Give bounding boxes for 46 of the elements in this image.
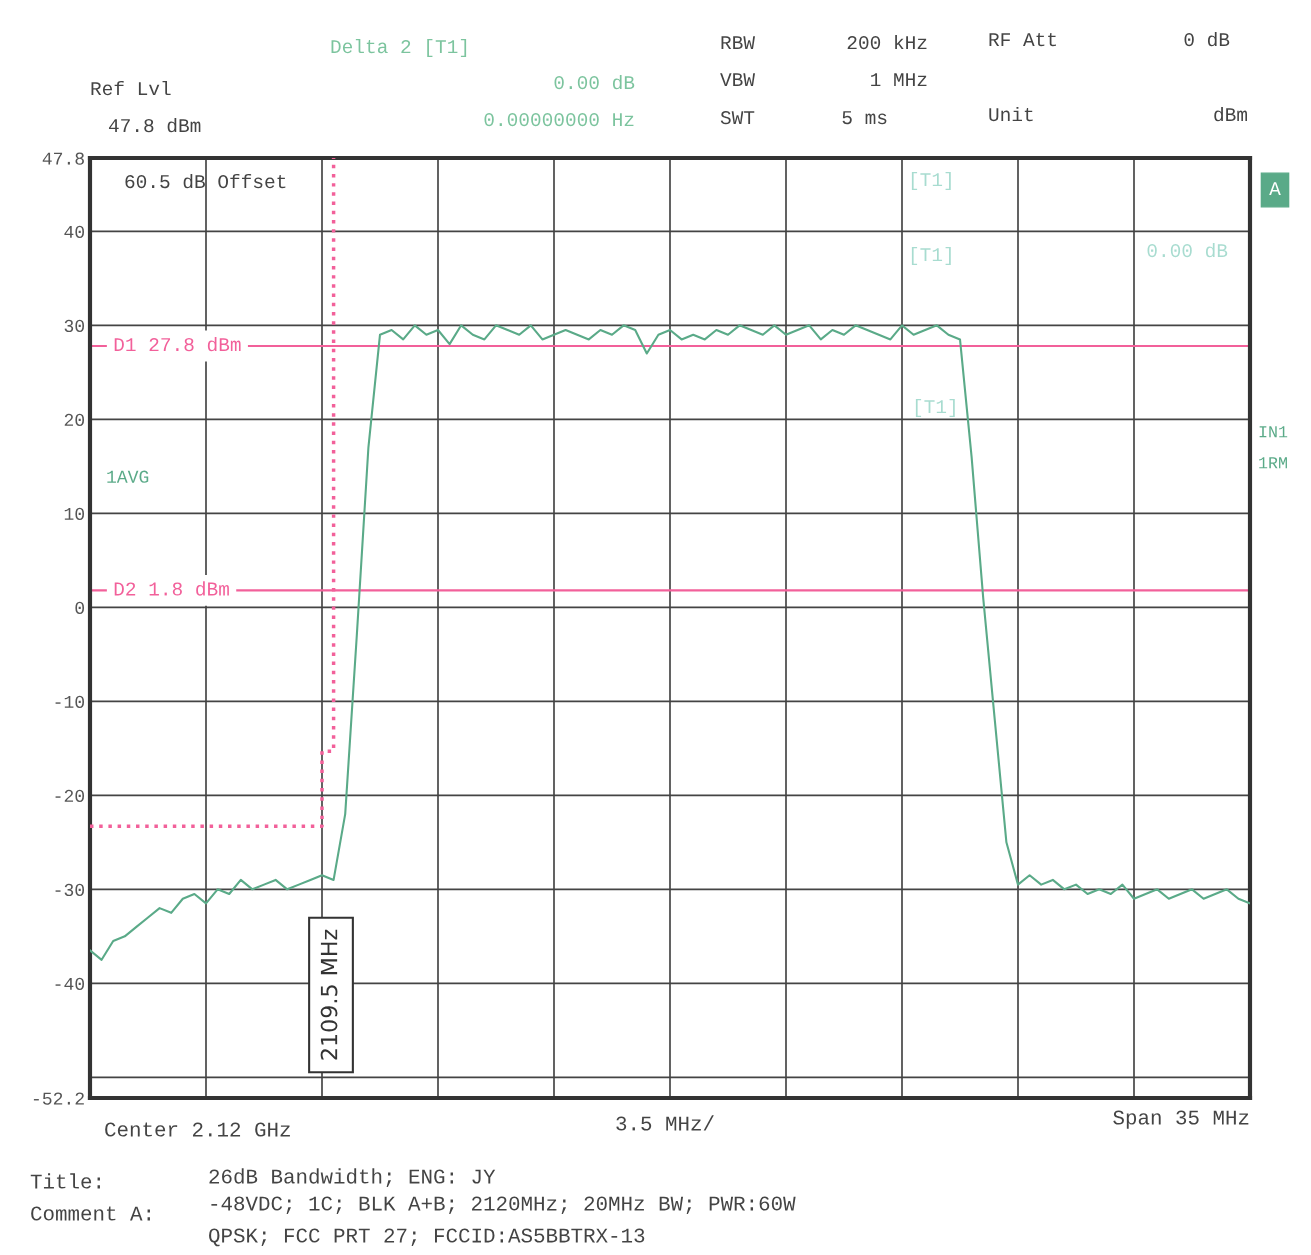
text: Span 35 MHz [1113, 1110, 1249, 1129]
text: 1 MHz [871, 73, 927, 87]
text: VBW [720, 73, 755, 87]
annotation: 0.00 dB [1147, 242, 1228, 258]
text: -48VDC; 1C; BLK A+B; 2120MHz; 20MHz BW; PWR:60W [211, 1196, 796, 1215]
text: Ref Lvl [91, 80, 171, 96]
annotation: 60.5 dB Offset [125, 173, 286, 189]
text: IN1 [1259, 426, 1288, 438]
ref-line-label: D2 1.8 dBm [114, 581, 229, 596]
y-tick-label: 47.8 [42, 152, 84, 165]
text: RF Att [989, 33, 1056, 47]
y-tick-label: 0 [75, 601, 85, 615]
text: Comment A: [31, 1206, 150, 1221]
text: 200 kHz [847, 34, 927, 50]
y-tick-label: 20 [64, 413, 85, 427]
text: Center 2.12 GHz [105, 1122, 290, 1137]
text: dBm [1214, 106, 1247, 122]
text: 3.5 MHz/ [616, 1115, 714, 1131]
text: 0 dB [1184, 31, 1230, 47]
text: Delta 2 [T1] [331, 38, 467, 58]
text: SWT [720, 111, 755, 125]
annotation: [T1] [915, 398, 955, 418]
annotation: 1AVG [107, 470, 149, 483]
text: 1RM [1259, 457, 1287, 469]
annotation: 2109.5 MHz [320, 929, 338, 1060]
y-tick-label: -20 [55, 789, 85, 803]
annotation: [T1] [911, 246, 951, 266]
ref-line-label: D1 27.8 dBm [114, 336, 241, 352]
text: 26dB Bandwidth; ENG: JY [209, 1168, 496, 1188]
y-tick-label: 10 [64, 507, 85, 521]
text: 0.00000000 Hz [484, 113, 634, 127]
y-tick-label: -52.2 [33, 1092, 84, 1105]
y-tick-label: -40 [55, 977, 85, 991]
text: 47.8 dBm [108, 117, 201, 133]
y-tick-label: -10 [55, 695, 85, 709]
annotation: [T1] [911, 171, 951, 191]
y-tick-label: 30 [64, 319, 85, 333]
text: QPSK; FCC PRT 27; FCCID:AS5BBTRX-13 [209, 1228, 645, 1247]
text: 0.00 dB [554, 74, 635, 90]
text: 5 ms [842, 111, 887, 125]
text: RBW [721, 36, 755, 50]
text: A [1269, 182, 1281, 196]
y-tick-label: 40 [64, 225, 85, 239]
text: Title: [30, 1173, 100, 1189]
y-tick-label: -30 [55, 883, 85, 897]
text: Unit [989, 106, 1033, 122]
